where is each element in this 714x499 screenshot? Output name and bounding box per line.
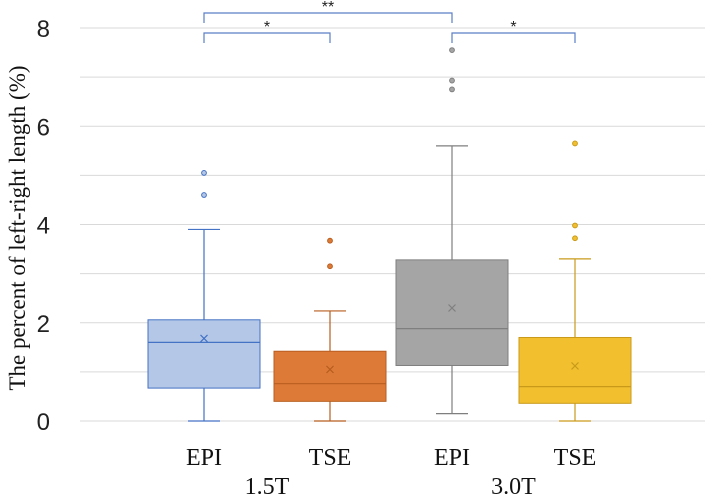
outlier-point bbox=[201, 192, 207, 198]
outlier-point bbox=[572, 140, 578, 147]
mean-marker bbox=[326, 365, 334, 374]
box-iqr bbox=[518, 336, 632, 404]
outlier-point bbox=[201, 170, 207, 176]
box-iqr bbox=[147, 319, 261, 389]
y-axis-label: The percent of left-right length (%) bbox=[5, 65, 30, 390]
outlier-point bbox=[327, 237, 333, 244]
mean-marker bbox=[200, 334, 208, 343]
x-category-label: TSE bbox=[309, 445, 352, 471]
outlier-point bbox=[449, 86, 455, 93]
box-15T-epi bbox=[147, 170, 261, 422]
y-tick-label: 4 bbox=[37, 213, 50, 240]
x-category-label: EPI bbox=[434, 445, 470, 471]
significance-label: * bbox=[264, 19, 270, 36]
significance-label: ** bbox=[322, 0, 334, 16]
x-group-label: 1.5T bbox=[245, 474, 290, 499]
mean-marker bbox=[571, 362, 579, 370]
y-axis-ticks: 0 2 4 6 8 bbox=[37, 16, 50, 436]
box-15T-tse bbox=[273, 237, 387, 422]
outlier-point bbox=[572, 222, 578, 229]
outlier-point bbox=[449, 77, 455, 84]
outlier-point bbox=[572, 235, 578, 242]
x-group-label: 3.0T bbox=[491, 474, 536, 499]
box-iqr bbox=[395, 259, 509, 366]
x-axis-labels: EPI TSE 1.5T EPI TSE 3.0T bbox=[186, 445, 596, 499]
boxes bbox=[147, 47, 632, 422]
bracket-line bbox=[203, 32, 331, 43]
box-iqr bbox=[273, 350, 387, 402]
box-30T-epi bbox=[395, 47, 509, 415]
y-tick-label: 8 bbox=[37, 16, 50, 43]
bracket-line bbox=[203, 12, 453, 23]
box-30T-tse bbox=[518, 140, 632, 422]
significance-brackets: *** * bbox=[203, 0, 576, 43]
y-tick-label: 6 bbox=[37, 114, 50, 141]
mean-marker bbox=[448, 304, 456, 312]
outlier-point bbox=[327, 263, 333, 270]
significance-label: * bbox=[510, 19, 516, 36]
significance-bracket: ** bbox=[203, 0, 453, 23]
y-tick-label: 2 bbox=[37, 311, 50, 338]
significance-bracket: * bbox=[451, 19, 576, 43]
y-tick-label: 0 bbox=[37, 409, 50, 436]
significance-bracket: * bbox=[203, 19, 331, 43]
x-category-label: EPI bbox=[186, 445, 222, 471]
outlier-point bbox=[449, 47, 455, 54]
bracket-line bbox=[451, 32, 576, 43]
x-category-label: TSE bbox=[554, 445, 597, 471]
